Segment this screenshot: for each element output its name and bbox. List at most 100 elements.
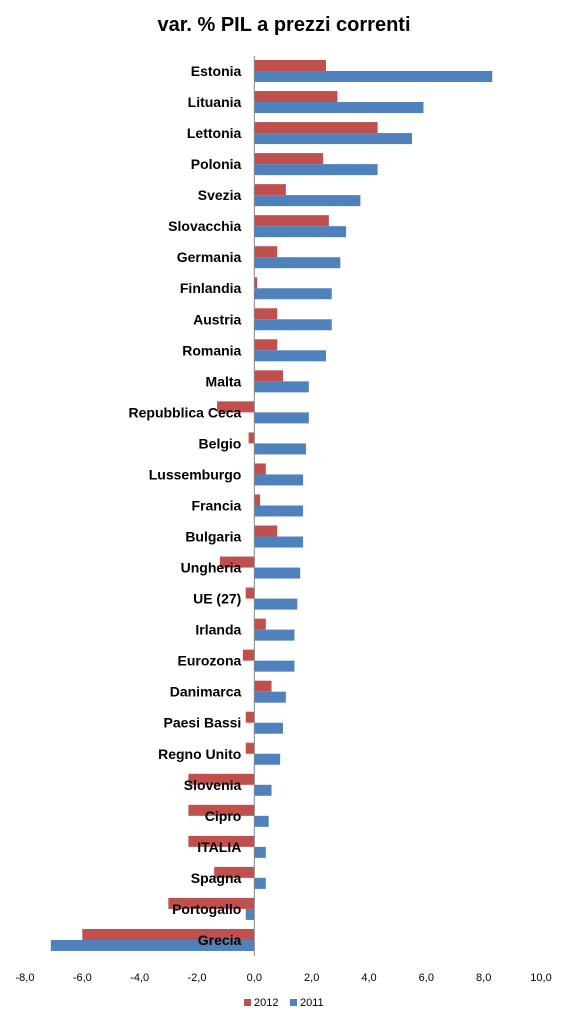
bar-2011-eurozona xyxy=(254,660,295,672)
bar-2012-grecia xyxy=(82,928,255,940)
category-label: Romania xyxy=(182,342,241,358)
x-tick-label: 0,0 xyxy=(247,972,262,984)
bar-2011-portogallo xyxy=(245,908,255,920)
bar-2012-estonia xyxy=(254,60,326,71)
category-label: Germania xyxy=(177,249,242,265)
bars-layer xyxy=(50,60,493,951)
bar-2012-regno-unito xyxy=(245,742,255,754)
category-label: Danimarca xyxy=(170,684,242,700)
x-tick-label: 8,0 xyxy=(476,972,491,984)
bar-2012-svezia xyxy=(254,184,286,196)
bar-2012-finlandia xyxy=(254,277,258,289)
category-label: Eurozona xyxy=(178,653,242,669)
category-label: Irlanda xyxy=(195,622,241,638)
x-tick-label: 2,0 xyxy=(304,972,319,984)
bar-2011-francia xyxy=(254,505,304,517)
bar-2011-italia xyxy=(254,846,266,858)
category-label: Cipro xyxy=(205,808,242,824)
bar-2012-romania xyxy=(254,339,278,351)
bar-2011-lussemburgo xyxy=(254,474,304,486)
bar-2011-cipro xyxy=(254,815,269,827)
bar-2011-paesi-bassi xyxy=(254,722,283,734)
bar-2012-belgio xyxy=(248,432,255,444)
bar-2011-germania xyxy=(254,257,341,269)
bar-2012-bulgaria xyxy=(254,525,278,537)
category-label: Austria xyxy=(193,311,241,327)
x-tick-label: -8,0 xyxy=(16,972,35,984)
bar-2012-francia xyxy=(254,494,261,506)
bar-2011-svezia xyxy=(254,195,361,207)
bar-2012-danimarca xyxy=(254,680,272,692)
category-label: Regno Unito xyxy=(158,746,241,762)
category-label: Belgio xyxy=(199,435,242,451)
category-label: Polonia xyxy=(191,156,242,172)
bar-2012-austria xyxy=(254,308,278,320)
category-label: Ungheria xyxy=(181,560,242,576)
bar-2011-romania xyxy=(254,350,326,362)
bar-2012-spagna xyxy=(214,866,255,878)
category-label: UE (27) xyxy=(193,591,241,607)
bar-2011-belgio xyxy=(254,443,306,455)
bar-2012-polonia xyxy=(254,153,324,165)
bar-2012-eurozona xyxy=(242,649,255,661)
bar-2012-ue-27- xyxy=(245,587,255,599)
x-tick-label: -6,0 xyxy=(73,972,92,984)
category-label: Grecia xyxy=(198,932,242,948)
bar-2012-cipro xyxy=(188,804,255,816)
bar-2011-lettonia xyxy=(254,133,412,145)
x-tick-label: 10,0 xyxy=(530,972,551,984)
bar-2011-slovacchia xyxy=(254,226,347,238)
category-label: Slovenia xyxy=(184,777,242,793)
category-label: Lituania xyxy=(188,94,242,110)
bar-2011-polonia xyxy=(254,164,378,176)
bar-2012-ungheria xyxy=(219,556,255,568)
bar-2012-lettonia xyxy=(254,122,378,134)
bar-2011-regno-unito xyxy=(254,753,281,765)
category-label: Estonia xyxy=(191,63,242,79)
bar-2011-austria xyxy=(254,319,332,331)
legend-swatch-2012 xyxy=(244,999,251,1006)
category-label: Paesi Bassi xyxy=(163,715,241,731)
bar-2011-lituania xyxy=(254,102,424,114)
bar-2011-bulgaria xyxy=(254,536,304,548)
bar-2012-italia xyxy=(188,835,255,847)
bar-2011-grecia xyxy=(50,939,255,951)
category-label: Spagna xyxy=(191,870,242,886)
category-label: Bulgaria xyxy=(185,529,241,545)
bar-2011-ue-27- xyxy=(254,598,298,610)
bar-2012-slovenia xyxy=(188,773,255,785)
legend: 2012 2011 xyxy=(244,997,324,1009)
x-axis-ticks: -8,0 -6,0 -4,0 -2,0 0,0 2,0 4,0 6,0 8,0 10,0 xyxy=(16,972,552,984)
bar-2011-ungheria xyxy=(254,567,301,579)
legend-swatch-2011 xyxy=(290,999,297,1006)
bar-2011-irlanda xyxy=(254,629,295,641)
category-label: Slovacchia xyxy=(168,218,241,234)
category-label: Lussemburgo xyxy=(149,466,242,482)
bar-2011-malta xyxy=(254,381,309,393)
bar-2012-lituania xyxy=(254,91,338,103)
bar-2012-paesi-bassi xyxy=(245,711,255,723)
bar-2012-repubblica-ceca xyxy=(217,401,255,413)
bar-2011-repubblica-ceca xyxy=(254,412,309,424)
bar-2012-slovacchia xyxy=(254,215,329,227)
chart-title: var. % PIL a prezzi correnti xyxy=(157,14,411,36)
x-tick-label: 4,0 xyxy=(361,972,376,984)
bar-2012-germania xyxy=(254,246,278,258)
category-label: ITALIA xyxy=(197,839,241,855)
category-label: Malta xyxy=(206,373,242,389)
bar-2012-malta xyxy=(254,370,283,382)
category-labels: Estonia Lituania Lettonia Polonia Svezia Slov… xyxy=(129,63,242,948)
bar-2011-finlandia xyxy=(254,288,332,300)
category-label: Finlandia xyxy=(180,280,242,296)
legend-label-2011: 2011 xyxy=(300,997,324,1009)
bar-2012-irlanda xyxy=(254,618,266,630)
bar-2011-slovenia xyxy=(254,784,272,796)
category-label: Repubblica Ceca xyxy=(129,404,242,420)
bar-2012-lussemburgo xyxy=(254,463,266,475)
bar-2011-danimarca xyxy=(254,691,286,703)
x-tick-label: 6,0 xyxy=(419,972,434,984)
category-label: Svezia xyxy=(198,187,242,203)
bar-2012-portogallo xyxy=(168,897,255,909)
bar-2011-estonia xyxy=(254,71,493,82)
